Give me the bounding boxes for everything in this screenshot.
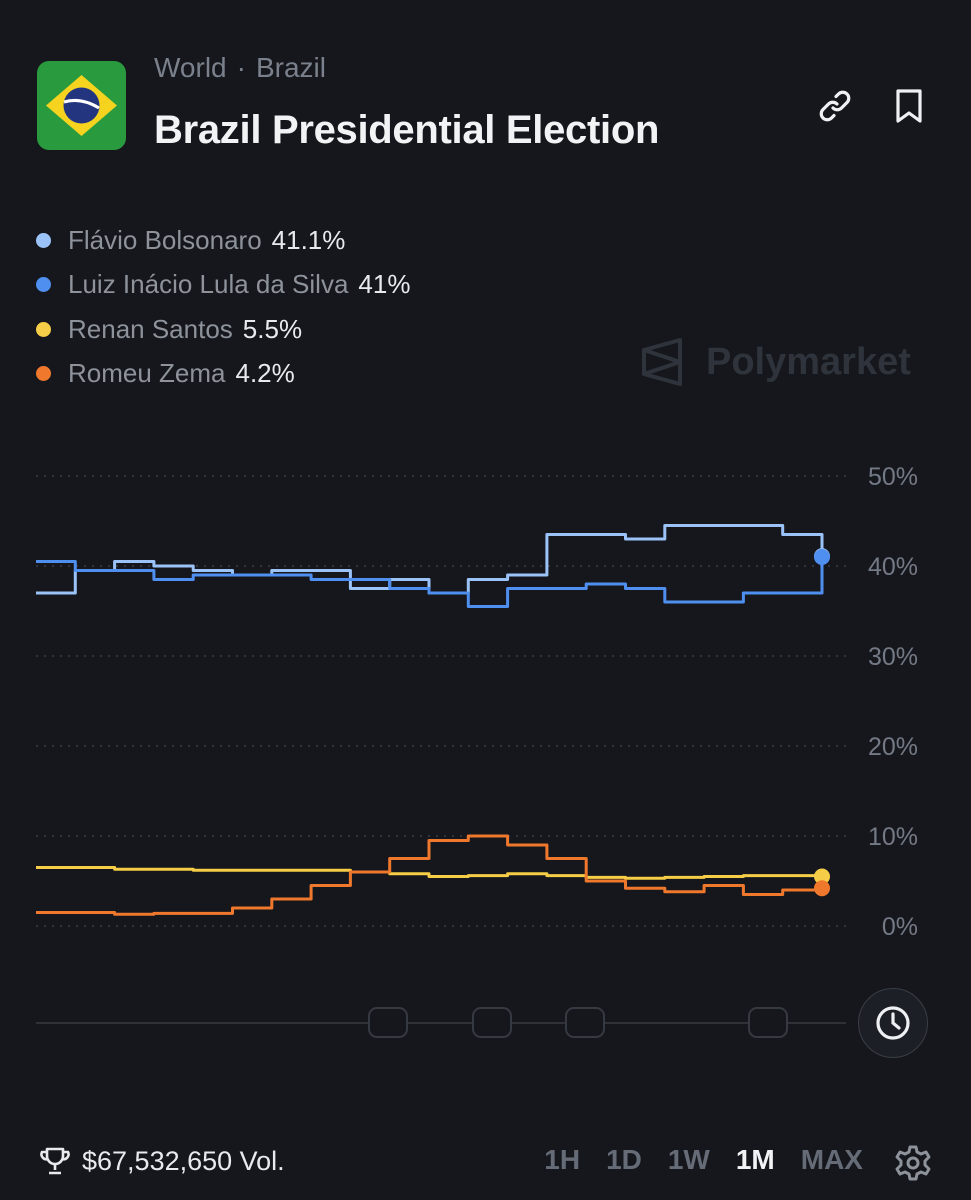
- range-max[interactable]: MAX: [800, 1144, 863, 1175]
- series-end-dot: [814, 880, 830, 897]
- timeline-scrubber[interactable]: [0, 995, 850, 1051]
- legend-dot: [36, 277, 51, 293]
- page-title: Brazil Presidential Election: [154, 108, 660, 152]
- polymarket-watermark: Polymarket: [640, 336, 911, 388]
- legend-name: Flávio Bolsonaro: [68, 224, 262, 255]
- breadcrumb: World · Brazil: [154, 52, 326, 84]
- y-tick-label: 50%: [868, 463, 918, 491]
- polymarket-logo-icon: [642, 338, 682, 386]
- link-icon[interactable]: [815, 86, 855, 126]
- y-tick-label: 40%: [868, 553, 918, 581]
- series-end-dot: [814, 549, 830, 565]
- y-tick-label: 20%: [868, 733, 918, 761]
- range-1w[interactable]: 1W: [667, 1144, 710, 1175]
- legend-dot: [36, 366, 51, 382]
- legend-dot: [36, 232, 51, 248]
- legend-item-renan-santos[interactable]: Renan Santos 5.5%: [36, 307, 410, 352]
- legend-value: 5.5%: [242, 313, 303, 344]
- y-tick-label: 0%: [882, 913, 918, 941]
- breadcrumb-separator: ·: [236, 52, 246, 83]
- legend-name: Luiz Inácio Lula da Silva: [68, 269, 349, 300]
- legend-item-romeu-zema[interactable]: Romeu Zema 4.2%: [36, 352, 410, 397]
- timeline-marker[interactable]: [472, 1007, 512, 1038]
- series-line: [36, 524, 824, 595]
- y-tick-label: 10%: [868, 823, 918, 851]
- volume-text: $67,532,650 Vol.: [82, 1145, 285, 1176]
- settings-gear-icon[interactable]: [893, 1143, 933, 1183]
- legend-name: Romeu Zema: [68, 358, 226, 389]
- history-clock-button[interactable]: [858, 988, 928, 1058]
- range-1h[interactable]: 1H: [544, 1144, 581, 1175]
- volume-info: $67,532,650 Vol.: [38, 1144, 285, 1178]
- legend: Flávio Bolsonaro 41.1% Luiz Inácio Lula …: [36, 218, 410, 396]
- timeline-marker[interactable]: [565, 1007, 605, 1038]
- legend-item-lula[interactable]: Luiz Inácio Lula da Silva 41%: [36, 263, 410, 308]
- legend-value: 4.2%: [235, 358, 295, 389]
- series-line: [36, 866, 824, 880]
- legend-item-flavio-bolsonaro[interactable]: Flávio Bolsonaro 41.1%: [36, 218, 410, 263]
- legend-value: 41.1%: [271, 224, 346, 255]
- price-chart[interactable]: 50% 40% 30% 20% 10% 0%: [0, 440, 971, 960]
- clock-icon: [876, 1006, 910, 1040]
- series-line: [36, 557, 824, 608]
- breadcrumb-world[interactable]: World: [154, 52, 227, 83]
- bookmark-icon[interactable]: [889, 86, 929, 126]
- legend-name: Renan Santos: [68, 313, 233, 344]
- timeline-marker[interactable]: [748, 1007, 788, 1038]
- series-line: [36, 834, 824, 916]
- trophy-icon: [40, 1147, 70, 1175]
- range-1d[interactable]: 1D: [606, 1144, 642, 1175]
- legend-dot: [36, 321, 51, 337]
- legend-value: 41%: [358, 269, 411, 300]
- brazil-flag-icon: [37, 61, 126, 150]
- timeline-marker[interactable]: [368, 1007, 408, 1038]
- time-range-selector: 1H 1D 1W 1M MAX: [544, 1144, 863, 1176]
- breadcrumb-brazil[interactable]: Brazil: [255, 52, 326, 83]
- series-end-dot: [814, 868, 830, 885]
- watermark-text: Polymarket: [706, 340, 911, 383]
- range-1m[interactable]: 1M: [735, 1144, 775, 1175]
- y-tick-label: 30%: [868, 643, 918, 671]
